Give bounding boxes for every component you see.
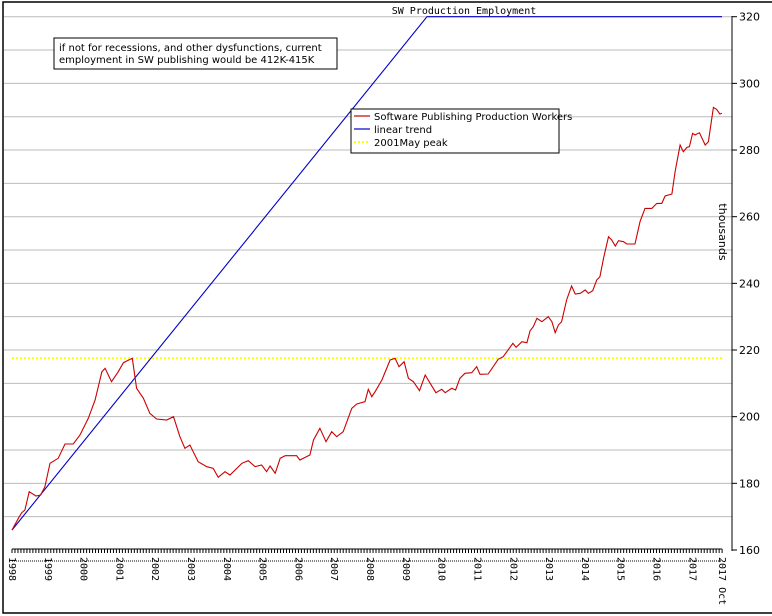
annotation-line-1: if not for recessions, and other dysfunc… [59,43,322,54]
x-tick-label: 2002 [149,557,160,581]
series-line-1 [11,16,722,531]
y-tick-label: 300 [739,77,760,90]
y-tick-label: 220 [739,344,760,357]
x-tick-label: 2000 [78,557,89,581]
x-tick-label: 2015 [615,557,626,581]
x-tick-label: 2007 [328,557,339,581]
legend-label: linear trend [374,125,432,136]
x-tick-label: 2010 [436,557,447,581]
x-tick-label: 2005 [257,557,268,581]
series-line-0 [11,106,723,531]
x-tick-label: 1999 [42,557,53,581]
x-tick-label: 2017 Oct [716,557,727,605]
y-tick-label: 160 [739,544,760,557]
x-tick-label: 2016 [650,557,661,581]
y-tick-label: 180 [739,477,760,490]
x-tick-label: 2012 [507,557,518,581]
y-tick-label: 320 [739,11,760,24]
x-tick-label: 1998 [6,557,17,581]
legend-label: 2001May peak [374,138,448,149]
y-tick-label: 200 [739,411,760,424]
chart-title: SW Production Employment [392,6,537,17]
annotation-line-2: employment in SW publishing would be 412… [59,55,315,66]
x-tick-label: 2001 [113,557,124,581]
y-axis: 160 180 200 220 240 260 280 300 320 [732,11,760,557]
series-group [11,16,723,531]
x-tick-label: 2017 [686,557,697,581]
x-tick-label: 2003 [185,557,196,581]
y-tick-label: 280 [739,144,760,157]
x-tick-label: 2008 [364,557,375,581]
annotation-box: if not for recessions, and other dysfunc… [53,37,338,70]
y-tick-label: 240 [739,277,760,290]
x-tick-label: 2011 [471,557,482,581]
x-tick-label: 2014 [579,557,590,581]
x-tick-label: 2006 [292,557,303,581]
y-tick-label: 260 [739,211,760,224]
legend: Software Publishing Production Workers li… [350,108,572,154]
x-tick-label: 2013 [543,557,554,581]
y-axis-title: thousands [716,203,729,260]
x-tick-label: 2004 [221,557,232,581]
x-tick-label: 2009 [400,557,411,581]
legend-label: Software Publishing Production Workers [374,112,572,123]
x-axis: 1998 1999 2000 2001 2002 2003 2004 2005 2006 2007… [6,548,727,605]
